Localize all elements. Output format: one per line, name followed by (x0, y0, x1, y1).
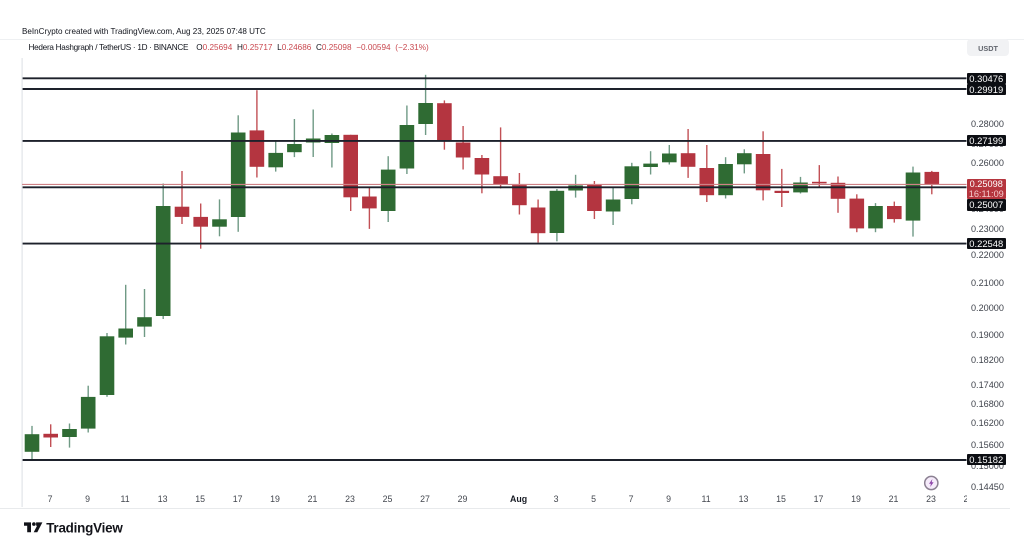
svg-text:TradingView: TradingView (46, 521, 123, 536)
